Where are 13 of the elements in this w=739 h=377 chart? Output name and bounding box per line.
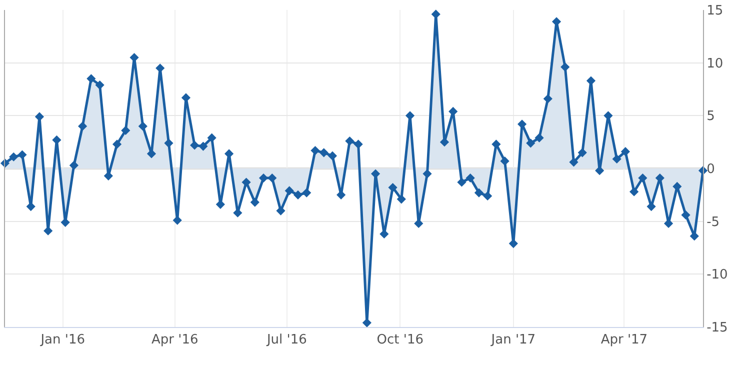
y-tick-label: 5 <box>706 109 715 124</box>
y-tick-label: 0 <box>706 162 715 178</box>
y-tick-label: -10 <box>706 268 728 283</box>
y-tick-label: -5 <box>706 214 720 230</box>
x-tick-label: Apr '17 <box>600 332 648 348</box>
x-tick-label: Oct '16 <box>376 332 424 348</box>
x-tick-label: Jul '16 <box>266 332 307 348</box>
y-tick-label: 10 <box>706 56 724 72</box>
x-tick-label: Apr '16 <box>152 332 198 348</box>
x-tick-label: Jan '16 <box>40 332 86 348</box>
x-tick-label: Jan '17 <box>490 332 536 348</box>
y-tick-label: 15 <box>706 4 724 19</box>
y-tick-label: -15 <box>706 320 728 336</box>
